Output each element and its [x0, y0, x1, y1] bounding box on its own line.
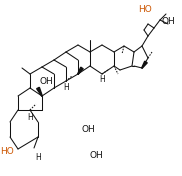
Polygon shape: [37, 87, 42, 96]
Text: OH: OH: [40, 77, 54, 86]
Text: HO: HO: [0, 147, 14, 156]
Text: HO: HO: [138, 5, 152, 14]
Text: H: H: [27, 112, 33, 121]
Text: OH: OH: [162, 17, 176, 27]
Text: H: H: [63, 83, 69, 93]
Text: OH: OH: [90, 150, 104, 159]
Text: H: H: [35, 153, 41, 162]
Text: H: H: [99, 76, 105, 84]
Polygon shape: [142, 61, 147, 68]
Polygon shape: [78, 67, 83, 74]
Text: OH: OH: [82, 125, 96, 134]
